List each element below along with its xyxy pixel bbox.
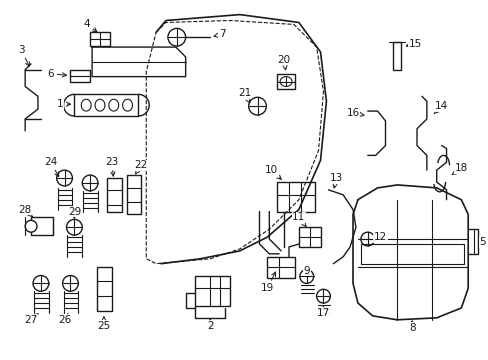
Text: 7: 7: [214, 29, 225, 39]
Bar: [277, 74, 294, 89]
Bar: [90, 32, 110, 46]
Text: 18: 18: [451, 163, 467, 175]
Bar: [298, 227, 320, 247]
Text: 14: 14: [433, 101, 447, 114]
Text: 5: 5: [478, 237, 485, 247]
Text: 28: 28: [19, 204, 33, 217]
Bar: [126, 175, 141, 215]
Text: 17: 17: [316, 306, 329, 318]
Bar: [195, 276, 229, 306]
Bar: [107, 178, 122, 212]
Text: 20: 20: [277, 55, 290, 70]
Bar: [74, 94, 138, 116]
Text: 1: 1: [57, 99, 70, 109]
Bar: [70, 70, 90, 82]
Bar: [392, 42, 401, 70]
Text: 29: 29: [68, 207, 81, 218]
Bar: [360, 244, 463, 264]
Text: 15: 15: [406, 39, 421, 49]
Text: 9: 9: [303, 266, 309, 276]
Bar: [31, 217, 53, 235]
Text: 4: 4: [84, 19, 97, 32]
Text: 8: 8: [408, 321, 415, 333]
Text: 16: 16: [346, 108, 363, 118]
Text: 25: 25: [97, 317, 110, 331]
Text: 10: 10: [264, 165, 281, 179]
Bar: [97, 267, 112, 311]
Text: 3: 3: [18, 45, 29, 66]
Text: 21: 21: [238, 88, 251, 103]
Text: 6: 6: [47, 69, 66, 79]
Text: 24: 24: [44, 157, 59, 177]
Circle shape: [25, 220, 37, 232]
Text: 22: 22: [134, 160, 148, 174]
Text: 2: 2: [206, 319, 213, 331]
Text: 13: 13: [329, 173, 342, 188]
Bar: [277, 182, 314, 212]
Text: 27: 27: [24, 314, 38, 325]
Text: 19: 19: [260, 272, 275, 293]
Text: 23: 23: [105, 157, 118, 176]
Text: 26: 26: [58, 314, 71, 325]
Text: 11: 11: [292, 212, 305, 226]
Bar: [267, 257, 294, 278]
Text: 12: 12: [373, 232, 386, 242]
